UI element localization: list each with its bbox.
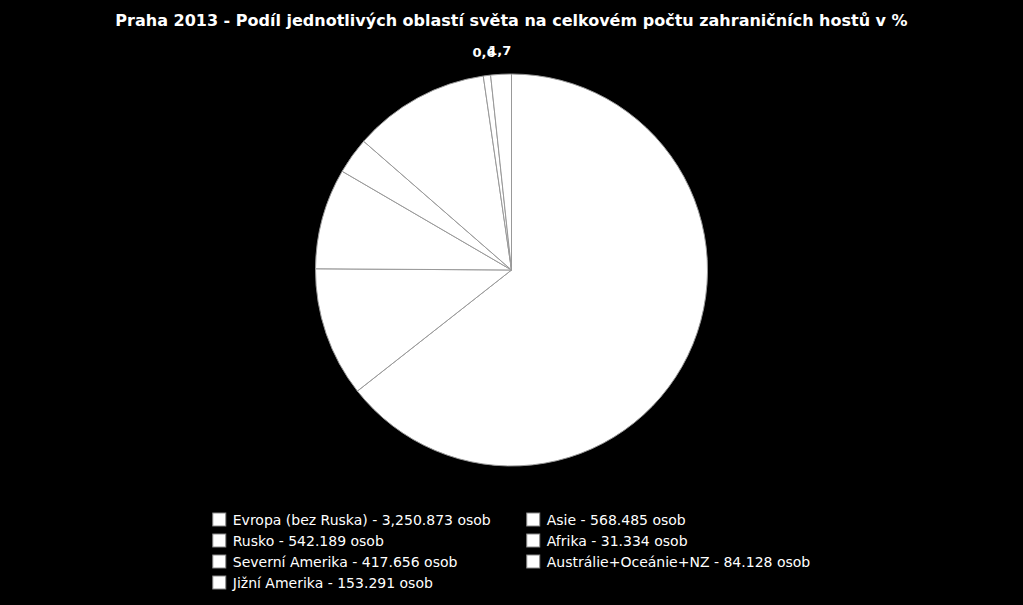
pie-slice: [491, 74, 512, 270]
legend-swatch: [213, 555, 226, 568]
legend-item: Asie - 568.485 osob: [527, 512, 686, 528]
legend-swatch: [213, 534, 226, 547]
data-label: 1,7: [488, 43, 511, 58]
pie-slice: [364, 76, 512, 270]
legend-item: Severní Amerika - 417.656 osob: [213, 554, 458, 570]
data-labels: 0,61,7: [472, 43, 511, 59]
legend-label: Asie - 568.485 osob: [547, 512, 686, 528]
legend-item: Afrika - 31.334 osob: [527, 533, 688, 549]
legend-swatch: [527, 513, 540, 526]
legend-item: Rusko - 542.189 osob: [213, 533, 384, 549]
legend-label: Evropa (bez Ruska) - 3,250.873 osob: [233, 512, 491, 528]
title: Praha 2013 - Podíl jednotlivých oblastí …: [115, 11, 907, 30]
legend-label: Afrika - 31.334 osob: [547, 533, 688, 549]
background: [0, 0, 1023, 605]
legend-swatch: [213, 576, 226, 589]
legend-swatch: [527, 534, 540, 547]
legend-label: Rusko - 542.189 osob: [233, 533, 384, 549]
legend-item: Austrálie+Oceánie+NZ - 84.128 osob: [527, 554, 811, 570]
legend-item: Jižní Amerika - 153.291 osob: [213, 575, 433, 591]
legend-label: Austrálie+Oceánie+NZ - 84.128 osob: [547, 554, 811, 570]
chart: Praha 2013 - Podíl jednotlivých oblastí …: [0, 0, 1023, 605]
legend: Evropa (bez Ruska) - 3,250.873 osob Rusko…: [213, 512, 811, 591]
legend-swatch: [213, 513, 226, 526]
legend-swatch: [527, 555, 540, 568]
chart-container: Praha 2013 - Podíl jednotlivých oblastí …: [0, 0, 1023, 605]
legend-label: Jižní Amerika - 153.291 osob: [232, 575, 433, 591]
pie-slice: [316, 269, 512, 391]
legend-item: Evropa (bez Ruska) - 3,250.873 osob: [213, 512, 491, 528]
slices: [316, 74, 708, 466]
legend-label: Severní Amerika - 417.656 osob: [233, 554, 458, 570]
